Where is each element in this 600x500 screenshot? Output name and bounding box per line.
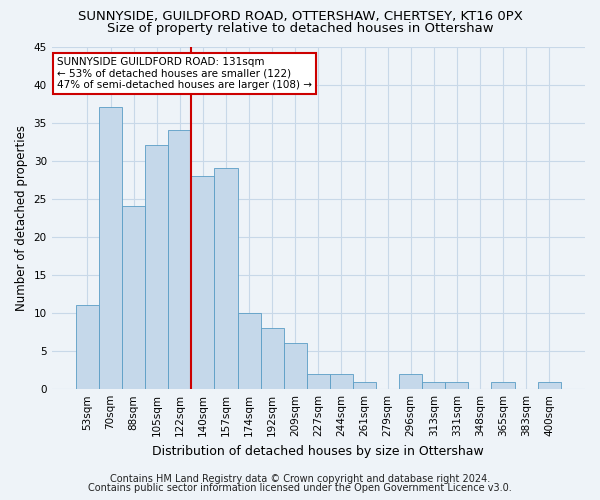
Text: SUNNYSIDE GUILDFORD ROAD: 131sqm
← 53% of detached houses are smaller (122)
47% : SUNNYSIDE GUILDFORD ROAD: 131sqm ← 53% o… (57, 57, 312, 90)
X-axis label: Distribution of detached houses by size in Ottershaw: Distribution of detached houses by size … (152, 444, 484, 458)
Bar (284, 344, 307, 389)
Bar (145, 146, 168, 389)
Bar (238, 313, 260, 389)
Bar (353, 382, 376, 389)
Text: Contains public sector information licensed under the Open Government Licence v3: Contains public sector information licen… (88, 483, 512, 493)
Y-axis label: Number of detached properties: Number of detached properties (15, 125, 28, 311)
Bar (76, 306, 99, 389)
Bar (260, 328, 284, 389)
Bar (330, 374, 353, 389)
Text: Contains HM Land Registry data © Crown copyright and database right 2024.: Contains HM Land Registry data © Crown c… (110, 474, 490, 484)
Bar (122, 206, 145, 389)
Bar (99, 108, 122, 389)
Bar (307, 374, 330, 389)
Bar (538, 382, 561, 389)
Text: Size of property relative to detached houses in Ottershaw: Size of property relative to detached ho… (107, 22, 493, 35)
Bar (422, 382, 445, 389)
Bar (214, 168, 238, 389)
Text: SUNNYSIDE, GUILDFORD ROAD, OTTERSHAW, CHERTSEY, KT16 0PX: SUNNYSIDE, GUILDFORD ROAD, OTTERSHAW, CH… (77, 10, 523, 23)
Bar (168, 130, 191, 389)
Bar (191, 176, 214, 389)
Bar (445, 382, 469, 389)
Bar (491, 382, 515, 389)
Bar (399, 374, 422, 389)
